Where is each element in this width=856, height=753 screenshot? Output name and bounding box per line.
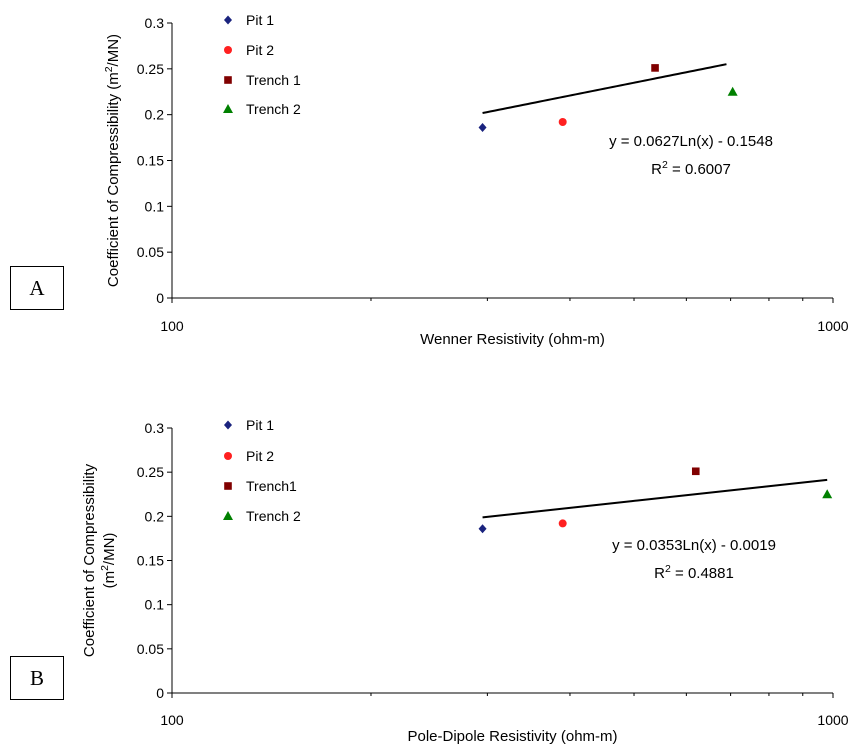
legend-label: Trench1 [246,478,297,494]
legend-marker [224,46,232,54]
x-tick-label: 1000 [817,712,848,728]
legend-marker [224,76,232,84]
trendline-equation: y = 0.0353Ln(x) - 0.0019 [612,537,776,554]
y-tick-label: 0.25 [137,61,164,77]
y-tick-label: 0.15 [137,553,164,569]
y-tick-label: 0.1 [145,597,165,613]
data-point-trench-1 [651,64,659,72]
data-point-pit-2 [558,118,567,126]
data-point-trench-2 [727,86,738,96]
trendline [482,478,828,519]
chart-panel-b: 0 0.05 0.1 0.15 0.2 0.25 0.3 100 1000 Pole-Dipole… [81,417,849,745]
y-tick-label: 0.25 [137,464,164,480]
legend-label: Trench 2 [246,508,301,524]
legend-label: Trench 1 [246,72,301,88]
y-tick-label: 0.3 [145,15,165,31]
x-axis-title: Wenner Resistivity (ohm-m) [420,331,605,348]
data-point-pit-2 [558,519,567,528]
legend-label: Pit 1 [246,417,274,433]
panel-label-b: B [10,656,64,700]
legend-label: Trench 2 [246,101,301,117]
x-tick-label: 100 [160,318,184,334]
data-point-trench1 [691,467,700,476]
chart-panel-a: 0 0.05 0.1 0.15 0.2 0.25 0.3 100 1000 Wenner Resi… [103,12,849,348]
y-axis-title-line: (m2/MN) [99,533,118,589]
y-tick-label: 0.1 [145,198,165,214]
trendline-equation: y = 0.0627Ln(x) - 0.1548 [609,133,773,150]
legend-marker [224,420,232,430]
legend-label: Pit 2 [246,448,274,464]
y-tick-label: 0 [156,685,164,701]
y-tick-label: 0.3 [145,420,165,436]
y-tick-label: 0.05 [137,641,164,657]
legend-marker [224,482,232,490]
y-tick-label: 0.15 [137,153,164,169]
legend-marker [224,452,232,460]
y-tick-label: 0.05 [137,244,164,260]
x-axis-title: Pole-Dipole Resistivity (ohm-m) [407,728,617,745]
data-point-pit-1 [478,524,487,534]
legend-label: Pit 1 [246,12,274,28]
y-tick-label: 0.2 [145,107,165,123]
trendline [482,63,727,115]
x-tick-label: 1000 [817,318,848,334]
y-tick-label: 0.2 [145,508,165,524]
data-point-trench-2 [822,489,833,499]
x-tick-label: 100 [160,712,184,728]
legend-marker [223,511,233,520]
legend-marker [224,15,232,25]
legend-label: Pit 2 [246,42,274,58]
y-axis-title-line: Coefficient of Compressibility [81,463,98,657]
r-squared-label: R2 = 0.4881 [654,563,734,582]
legend-marker [223,104,233,113]
y-tick-label: 0 [156,290,164,306]
panel-label-a-text: A [29,275,45,300]
y-axis-title: Coefficient of Compressibility (m2/MN) [103,34,122,287]
r-squared-label: R2 = 0.6007 [651,159,731,178]
data-point-pit-1 [478,123,487,132]
panel-label-a: A [10,266,64,310]
panel-label-b-text: B [29,665,44,690]
